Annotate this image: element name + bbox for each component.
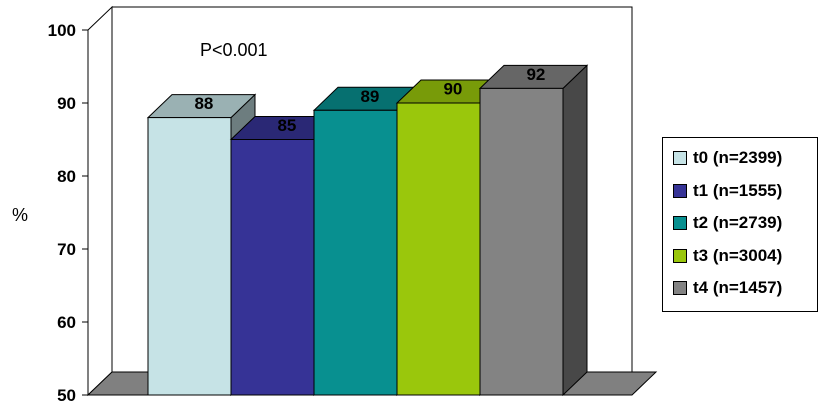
- legend-label: t3 (n=3004): [693, 245, 783, 265]
- legend-item: t4 (n=1457): [673, 277, 782, 299]
- legend-item: t0 (n=2399): [673, 147, 782, 169]
- legend-swatch: [673, 183, 687, 198]
- legend-swatch: [673, 248, 687, 263]
- y-tick-label: 90: [57, 94, 76, 113]
- bar-t4: [478, 64, 589, 397]
- value-label: 89: [360, 87, 379, 106]
- bar-side: [562, 64, 588, 397]
- value-labels: 88 85 89 90 92: [194, 65, 545, 135]
- side-wall: [87, 5, 113, 397]
- legend-item: t2 (n=2739): [673, 212, 782, 234]
- legend-swatch: [673, 151, 687, 165]
- y-tick-label: 60: [57, 313, 76, 332]
- legend-item: t3 (n=3004): [673, 245, 782, 267]
- legend-swatch: [673, 281, 687, 295]
- bars: [146, 64, 589, 397]
- y-tick-label: 50: [57, 386, 76, 404]
- y-axis: 50 60 70 80 90 100: [48, 21, 89, 404]
- legend-label: t0 (n=2399): [693, 148, 783, 167]
- legend-swatch: [673, 216, 687, 230]
- p-value-annotation: P<0.001: [200, 40, 268, 60]
- bar-front: [313, 109, 398, 396]
- y-tick-label: 100: [48, 21, 76, 40]
- value-label: 90: [443, 80, 462, 99]
- y-tick-label: 80: [57, 167, 76, 186]
- value-label: 92: [526, 65, 545, 84]
- bar-front: [230, 139, 315, 396]
- bar-front: [479, 87, 564, 396]
- legend-item: t1 (n=1555): [673, 180, 782, 202]
- value-label: 88: [194, 94, 213, 113]
- y-tick-label: 70: [57, 240, 76, 259]
- bar-front: [147, 117, 232, 396]
- value-label: 85: [277, 116, 296, 135]
- bar-front: [396, 102, 481, 396]
- legend-label: t2 (n=2739): [693, 213, 783, 232]
- legend-label: t4 (n=1457): [693, 278, 783, 297]
- y-axis-label: %: [12, 205, 28, 225]
- legend: t0 (n=2399) t1 (n=1555) t2 (n=2739) t3 (n=3…: [662, 137, 818, 312]
- legend-label: t1 (n=1555): [693, 180, 783, 200]
